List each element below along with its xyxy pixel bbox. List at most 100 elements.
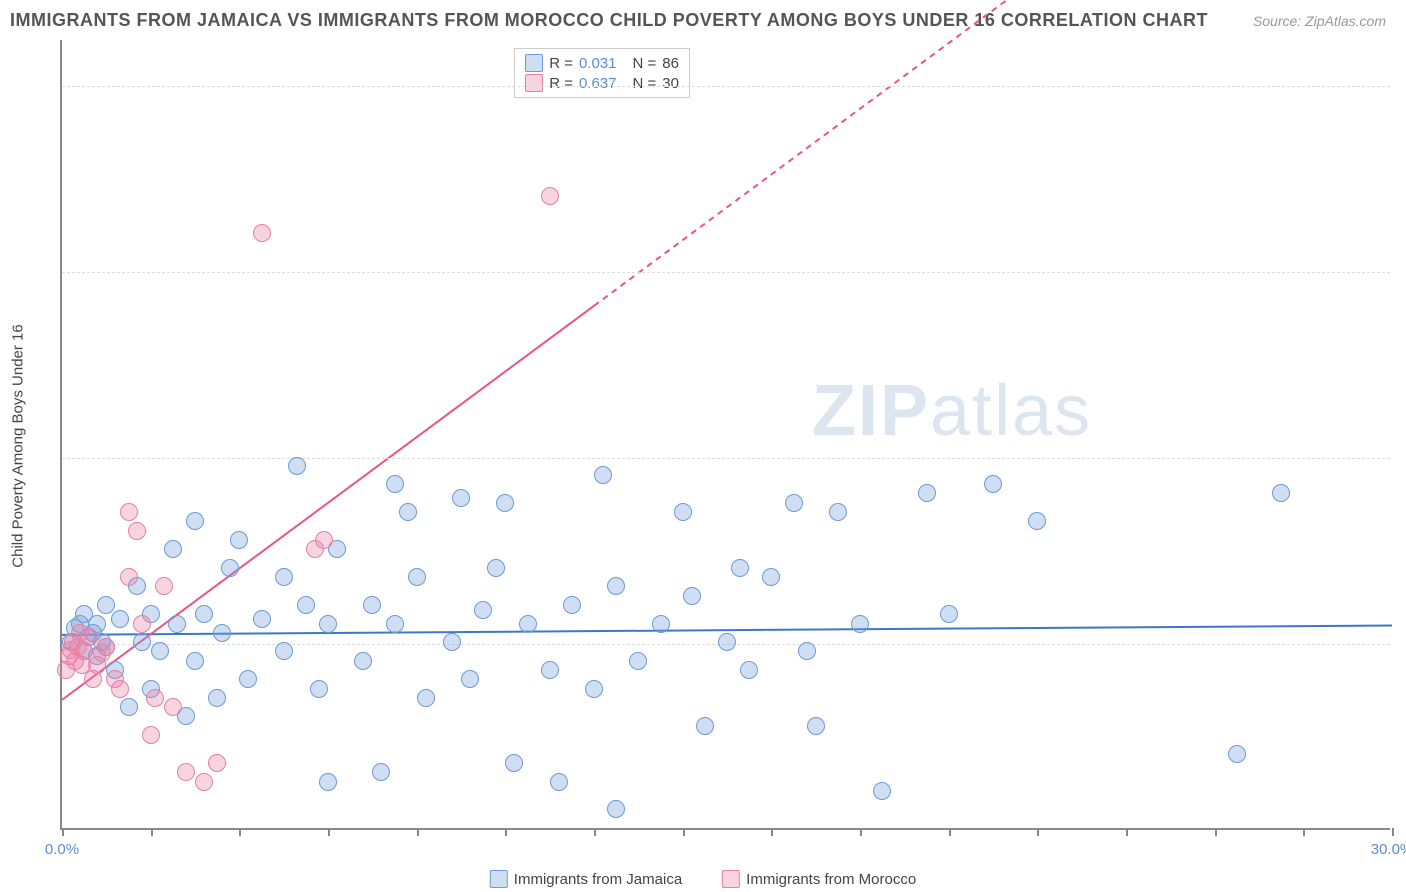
data-point — [253, 610, 271, 628]
data-point — [195, 773, 213, 791]
xtick — [1303, 828, 1305, 836]
data-point — [873, 782, 891, 800]
watermark-atlas: atlas — [930, 371, 1092, 451]
data-point — [829, 503, 847, 521]
data-point — [798, 642, 816, 660]
data-point — [550, 773, 568, 791]
data-point — [452, 489, 470, 507]
data-point — [186, 652, 204, 670]
data-point — [186, 512, 204, 530]
data-point — [762, 568, 780, 586]
data-point — [594, 466, 612, 484]
plot-area: ZIPatlas R = 0.031N = 86R = 0.637N = 30 … — [60, 40, 1390, 830]
xtick — [771, 828, 773, 836]
xtick — [683, 828, 685, 836]
legend-r-label: R = — [549, 75, 573, 92]
data-point — [505, 754, 523, 772]
legend-n-label: N = — [633, 55, 657, 72]
data-point — [386, 475, 404, 493]
ytick-label: 20.0% — [1397, 636, 1406, 653]
legend-swatch — [722, 870, 740, 888]
data-point — [288, 457, 306, 475]
data-point — [310, 680, 328, 698]
ytick-label: 60.0% — [1397, 264, 1406, 281]
data-point — [585, 680, 603, 698]
gridline-y — [62, 86, 1390, 87]
xtick — [1215, 828, 1217, 836]
xtick-label: 30.0% — [1371, 841, 1406, 858]
gridline-y — [62, 458, 1390, 459]
data-point — [487, 559, 505, 577]
data-point — [496, 494, 514, 512]
watermark: ZIPatlas — [812, 370, 1092, 452]
y-axis-label: Child Poverty Among Boys Under 16 — [10, 324, 27, 567]
data-point — [151, 642, 169, 660]
data-point — [674, 503, 692, 521]
plot-wrap: ZIPatlas R = 0.031N = 86R = 0.637N = 30 … — [60, 40, 1390, 830]
data-point — [1272, 484, 1290, 502]
data-point — [164, 540, 182, 558]
data-point — [155, 577, 173, 595]
legend-series-item: Immigrants from Morocco — [722, 870, 916, 888]
xtick — [594, 828, 596, 836]
data-point — [315, 531, 333, 549]
data-point — [120, 698, 138, 716]
data-point — [940, 605, 958, 623]
ytick-label: 80.0% — [1397, 78, 1406, 95]
data-point — [120, 503, 138, 521]
data-point — [1228, 745, 1246, 763]
data-point — [785, 494, 803, 512]
data-point — [541, 661, 559, 679]
data-point — [297, 596, 315, 614]
data-point — [918, 484, 936, 502]
data-point — [399, 503, 417, 521]
data-point — [275, 642, 293, 660]
data-point — [683, 587, 701, 605]
xtick — [1392, 828, 1394, 836]
data-point — [461, 670, 479, 688]
data-point — [607, 577, 625, 595]
data-point — [253, 224, 271, 242]
legend-r-label: R = — [549, 55, 573, 72]
legend-n-value: 86 — [662, 55, 679, 72]
data-point — [354, 652, 372, 670]
source-credit: Source: ZipAtlas.com — [1253, 13, 1386, 29]
data-point — [807, 717, 825, 735]
data-point — [363, 596, 381, 614]
watermark-zip: ZIP — [812, 371, 930, 451]
data-point — [443, 633, 461, 651]
data-point — [111, 680, 129, 698]
data-point — [97, 638, 115, 656]
legend-stat-row: R = 0.637N = 30 — [525, 73, 679, 93]
data-point — [208, 754, 226, 772]
data-point — [80, 628, 98, 646]
data-point — [111, 610, 129, 628]
legend-stats: R = 0.031N = 86R = 0.637N = 30 — [514, 48, 690, 98]
legend-series-item: Immigrants from Jamaica — [490, 870, 682, 888]
legend-n-label: N = — [633, 75, 657, 92]
data-point — [133, 633, 151, 651]
legend-series-label: Immigrants from Jamaica — [514, 871, 682, 888]
gridline-y — [62, 272, 1390, 273]
data-point — [563, 596, 581, 614]
legend-swatch — [525, 74, 543, 92]
xtick — [1037, 828, 1039, 836]
legend-swatch — [490, 870, 508, 888]
data-point — [1028, 512, 1046, 530]
data-point — [474, 601, 492, 619]
data-point — [740, 661, 758, 679]
data-point — [128, 522, 146, 540]
data-point — [142, 726, 160, 744]
legend-stat-row: R = 0.031N = 86 — [525, 53, 679, 73]
data-point — [652, 615, 670, 633]
legend-series: Immigrants from Jamaica Immigrants from M… — [490, 870, 916, 888]
data-point — [417, 689, 435, 707]
xtick — [1126, 828, 1128, 836]
xtick — [949, 828, 951, 836]
xtick — [860, 828, 862, 836]
data-point — [372, 763, 390, 781]
chart-title: IMMIGRANTS FROM JAMAICA VS IMMIGRANTS FR… — [10, 10, 1208, 31]
data-point — [629, 652, 647, 670]
data-point — [607, 800, 625, 818]
data-point — [319, 773, 337, 791]
